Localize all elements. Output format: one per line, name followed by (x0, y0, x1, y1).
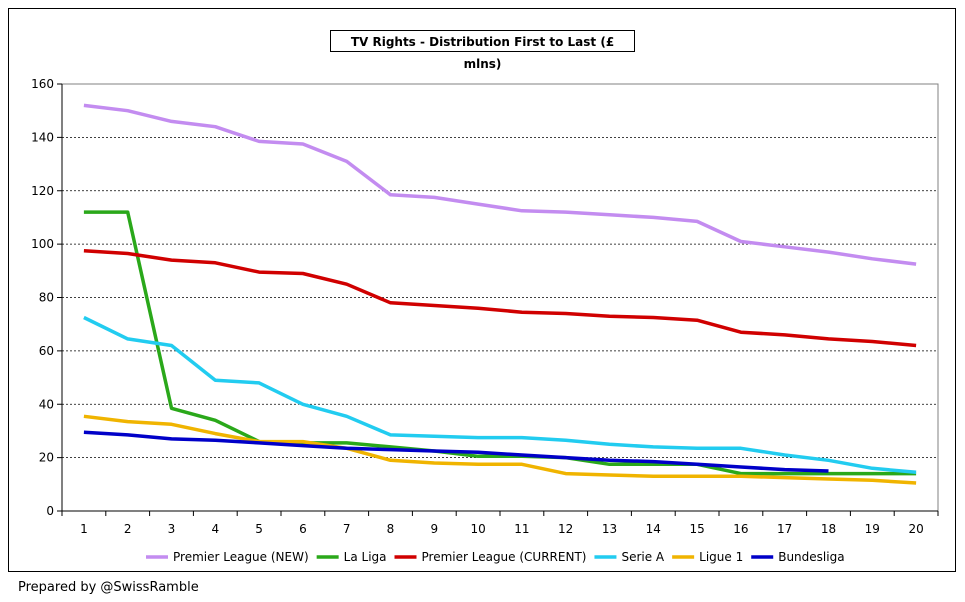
x-tick-label: 17 (777, 522, 792, 536)
legend-label-1: Premier League (NEW) (173, 550, 309, 564)
footer-credit: Prepared by @SwissRamble (18, 580, 199, 595)
chart-title: TV Rights - Distribution First to Last (… (330, 30, 635, 71)
x-tick-label: 5 (255, 522, 263, 536)
y-tick-label: 120 (31, 184, 54, 198)
x-tick-label: 9 (430, 522, 438, 536)
x-tick-label: 6 (299, 522, 307, 536)
x-tick-label: 14 (646, 522, 661, 536)
series-line-5 (83, 414, 917, 485)
y-tick-label: 20 (39, 451, 54, 465)
legend-label-6: Bundesliga (778, 550, 844, 564)
legend-label-2: La Liga (344, 550, 387, 564)
y-tick-label: 140 (31, 130, 54, 144)
x-tick-label: 1 (80, 522, 88, 536)
x-tick-label: 19 (865, 522, 880, 536)
x-tick-label: 12 (558, 522, 573, 536)
x-tick-label: 2 (124, 522, 132, 536)
x-tick-label: 8 (387, 522, 395, 536)
y-tick-label: 80 (39, 291, 54, 305)
y-tick-label: 40 (39, 397, 54, 411)
x-tick-label: 11 (514, 522, 529, 536)
series-line-4 (83, 315, 917, 475)
x-tick-label: 15 (689, 522, 704, 536)
x-tick-label: 16 (733, 522, 748, 536)
x-tick-label: 13 (602, 522, 617, 536)
series-line-6 (83, 430, 829, 473)
y-tick-label: 0 (46, 504, 54, 518)
x-tick-label: 3 (168, 522, 176, 536)
x-tick-label: 20 (908, 522, 923, 536)
legend-label-4: Serie A (621, 550, 664, 564)
y-tick-label: 60 (39, 344, 54, 358)
series-line-1 (83, 103, 917, 266)
legend-label-5: Ligue 1 (699, 550, 743, 564)
x-tick-label: 18 (821, 522, 836, 536)
x-tick-label: 7 (343, 522, 351, 536)
x-tick-label: 10 (470, 522, 485, 536)
series-line-3 (83, 249, 917, 348)
legend-label-3: Premier League (CURRENT) (422, 550, 587, 564)
x-tick-label: 4 (211, 522, 219, 536)
y-tick-label: 100 (31, 237, 54, 251)
y-tick-label: 160 (31, 77, 54, 91)
series-line-2 (83, 210, 917, 476)
